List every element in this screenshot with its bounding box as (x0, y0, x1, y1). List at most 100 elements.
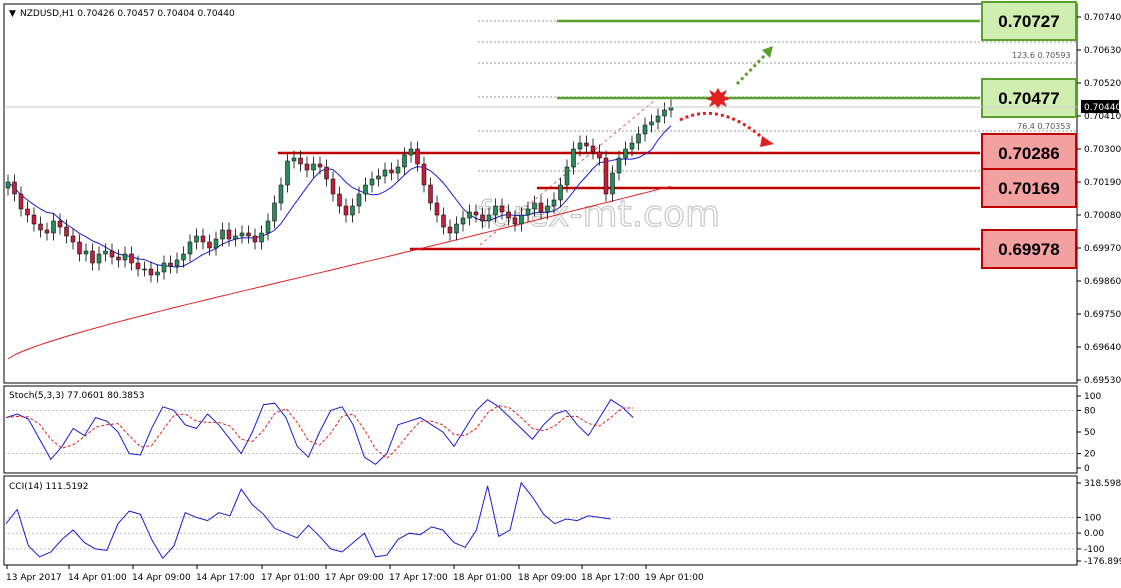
price-axis-label: 0.70740 (1084, 13, 1121, 23)
candle (148, 268, 154, 276)
candle (551, 199, 557, 207)
candle (642, 124, 648, 135)
candle (564, 166, 570, 186)
cci-line: 318.5982 100 0.00 -100 -176.8996 (4, 479, 1121, 567)
cci-title: CCI(14) 111.5192 (9, 482, 89, 492)
time-axis-label: 17 Apr 09:00 (325, 573, 384, 583)
candle (408, 148, 414, 156)
candle (213, 238, 219, 249)
candle (512, 217, 518, 225)
support-level-label: 0.69978 (998, 240, 1059, 259)
candle (155, 271, 160, 276)
candle (252, 235, 258, 243)
main-price-panel[interactable] (3, 3, 1078, 384)
candle (649, 121, 654, 126)
price-axis-label: 0.70630 (1084, 46, 1121, 56)
fibonacci-lines: 123.6 0.70593 76.4 0.70353 (478, 20, 1077, 246)
candle (428, 184, 433, 204)
cci-panel[interactable] (3, 475, 1078, 566)
candle (350, 205, 355, 216)
candle (441, 214, 446, 228)
candle (51, 220, 56, 234)
candle (486, 214, 492, 222)
time-axis-label: 18 Apr 17:00 (581, 573, 640, 583)
candle (454, 223, 459, 234)
candle (577, 142, 583, 150)
stochastic-lines: 100 80 50 20 0 (4, 392, 1101, 474)
candle (571, 148, 576, 168)
slow-ma-line (7, 185, 672, 360)
candle (467, 211, 472, 219)
price-axis-label: 0.70190 (1084, 178, 1121, 188)
time-axis-label: 14 Apr 01:00 (68, 573, 127, 583)
chart-title-arrow-icon[interactable]: ▼ (9, 9, 16, 19)
candle (12, 181, 17, 195)
level-labels: 0.70727 0.70477 0.70286 0.70169 0.69978 (981, 1, 1077, 269)
candle (597, 151, 602, 159)
candle (298, 157, 303, 165)
candle (356, 193, 362, 207)
cci-axis-label: 100 (1084, 513, 1101, 523)
symbol-title: NZDUSD,H1 0.70426 0.70457 0.70404 0.7044… (20, 9, 235, 19)
candle (174, 259, 180, 267)
candle (629, 142, 635, 150)
candle (369, 178, 375, 186)
support-level-label: 0.70169 (998, 179, 1059, 198)
breakout-star-icon (706, 88, 730, 109)
fib-label: 76.4 0.70353 (1017, 122, 1070, 131)
candle (25, 208, 30, 216)
candle (415, 148, 420, 165)
candle (90, 250, 95, 264)
stochastic-title: Stoch(5,3,3) 77.0601 80.3853 (9, 391, 144, 401)
candle (103, 250, 108, 255)
candle (434, 202, 440, 216)
candle (259, 232, 264, 243)
candle (662, 109, 667, 117)
candle (291, 157, 297, 162)
stoch-axis-label: 50 (1084, 428, 1096, 438)
candle (538, 202, 544, 213)
price-axis-label: 0.69860 (1084, 277, 1121, 287)
candle (389, 169, 394, 174)
candle (590, 145, 596, 153)
candle (376, 175, 381, 180)
time-axis-label: 14 Apr 09:00 (132, 573, 191, 583)
candle (330, 178, 336, 195)
resistance-level-box (981, 1, 1077, 41)
candle (142, 268, 147, 271)
candle (519, 214, 524, 225)
current-price-label: 0.70440 (1084, 103, 1121, 113)
candle (265, 220, 271, 234)
candle (506, 211, 511, 219)
candle (525, 208, 531, 216)
candle (545, 205, 550, 213)
support-level-box (981, 229, 1077, 269)
stoch-axis-label: 100 (1084, 392, 1101, 402)
candle (421, 163, 427, 186)
candle (480, 214, 485, 222)
cci-axis-label: 0.00 (1084, 529, 1104, 539)
candle (395, 166, 401, 174)
price-axis-label: 0.70520 (1084, 79, 1121, 89)
price-axis-label: 0.69530 (1084, 376, 1121, 386)
watermark-logo: forex-mt.com (478, 194, 720, 235)
candle (610, 172, 615, 195)
candle (135, 262, 141, 270)
candle (447, 226, 453, 234)
candle (246, 232, 251, 237)
candle (493, 205, 498, 216)
candle (226, 229, 232, 240)
time-axis-label: 18 Apr 01:00 (453, 573, 512, 583)
bullish-forecast-arrow (735, 50, 770, 86)
arrow-head-icon (762, 46, 773, 58)
candle (317, 163, 323, 168)
candle (31, 214, 37, 225)
price-axis-label: 0.69750 (1084, 310, 1121, 320)
candle (168, 262, 173, 267)
candle (44, 229, 50, 234)
candle (122, 253, 128, 261)
candle (337, 193, 342, 207)
candle (57, 220, 63, 228)
candle (655, 115, 661, 123)
